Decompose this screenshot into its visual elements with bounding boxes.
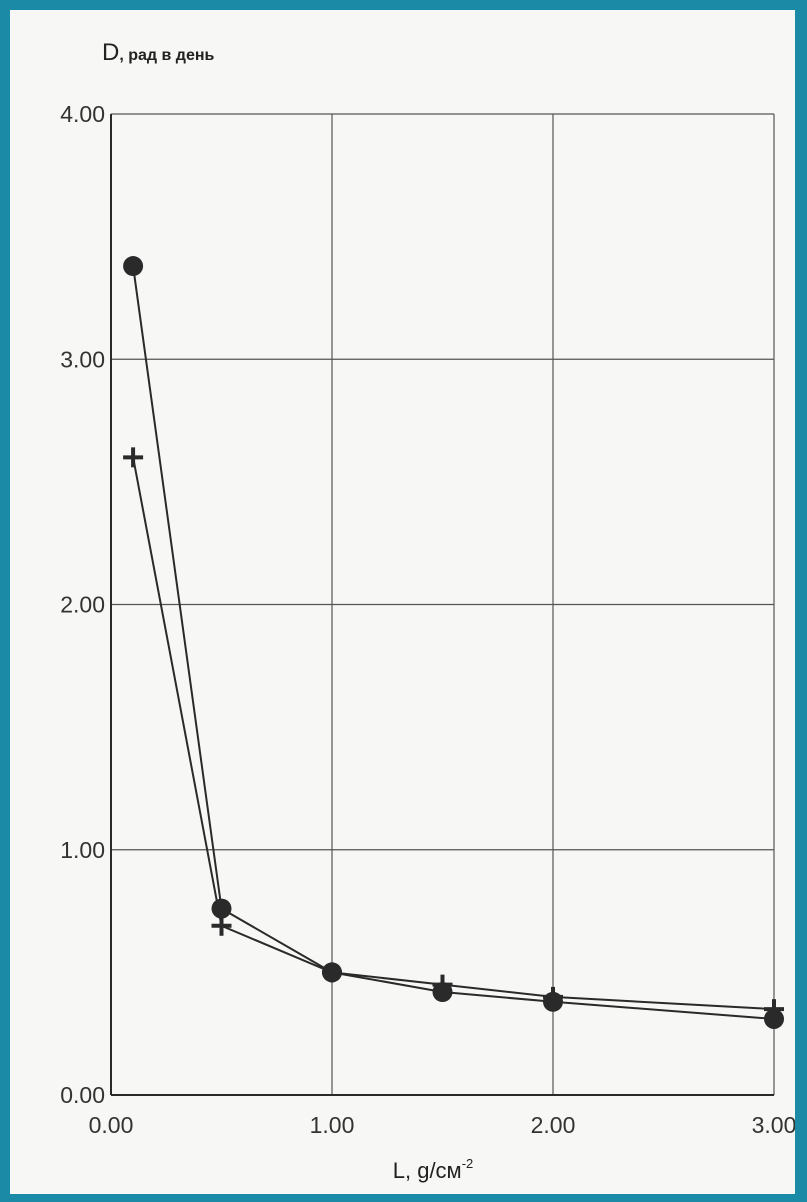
x-tick-labels: 0.00 1.00 2.00 3.00 — [89, 1112, 795, 1138]
y-axis-title-main: D — [102, 39, 119, 66]
x-axis-title-main: L, g/см — [393, 1158, 462, 1183]
data-point — [543, 986, 563, 1007]
chart-frame: 0.00 1.00 2.00 3.00 4.00 0.00 1.00 2.00 3.00 D,… — [10, 10, 795, 1194]
data-point — [211, 898, 232, 919]
data-series — [123, 256, 784, 1029]
series-line — [132, 265, 775, 1020]
grid-lines — [110, 113, 775, 1096]
x-axis-title: L, g/см-2 — [393, 1156, 474, 1183]
data-point — [123, 447, 144, 468]
data-point — [123, 256, 144, 277]
y-axis-title-suffix: , рад в день — [119, 47, 214, 64]
line-chart: 0.00 1.00 2.00 3.00 4.00 0.00 1.00 2.00 3.00 D,… — [60, 39, 795, 1183]
x-tick-label: 3.00 — [752, 1112, 795, 1138]
y-tick-label: 3.00 — [60, 346, 105, 372]
x-tick-label: 2.00 — [531, 1112, 576, 1138]
data-point — [322, 962, 342, 983]
axes — [110, 114, 774, 1096]
y-tick-labels: 0.00 1.00 2.00 3.00 4.00 — [60, 101, 105, 1108]
series-line — [132, 457, 775, 1011]
y-tick-label: 4.00 — [60, 101, 105, 127]
y-axis-title: D, рад в день — [102, 39, 215, 66]
x-axis-title-sup: -2 — [462, 1156, 474, 1171]
x-tick-label: 0.00 — [89, 1112, 134, 1138]
series-1 — [123, 256, 784, 1029]
y-tick-label: 0.00 — [60, 1082, 105, 1108]
y-tick-label: 1.00 — [60, 837, 105, 863]
x-tick-label: 1.00 — [310, 1112, 355, 1138]
data-point — [432, 974, 453, 995]
y-tick-label: 2.00 — [60, 592, 105, 618]
series-2 — [123, 447, 784, 1020]
data-point — [211, 915, 232, 936]
data-point — [764, 999, 784, 1020]
